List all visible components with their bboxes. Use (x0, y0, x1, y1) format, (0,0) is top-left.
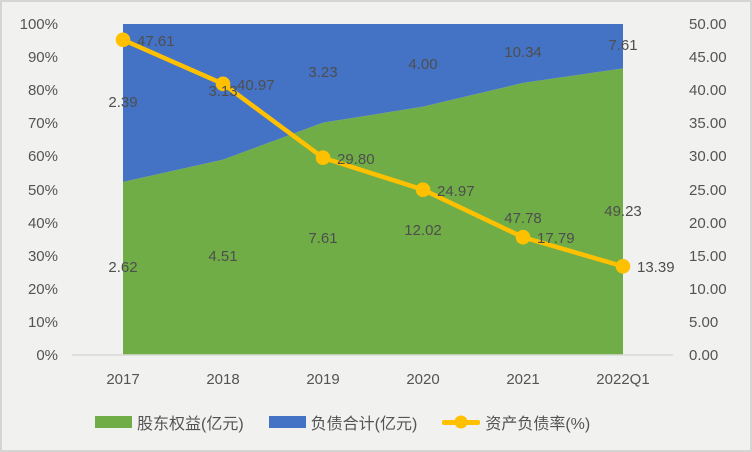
data-label-equity: 4.51 (208, 248, 238, 266)
y-axis-right-tick-label: 0.00 (689, 347, 719, 364)
legend-item-equity: 股东权益(亿元) (95, 410, 244, 434)
y-axis-left-tick-label: 90% (27, 49, 58, 67)
ratio-line (120, 37, 626, 269)
data-label-liability: 3.13 (208, 82, 238, 100)
y-axis-left-tick-label: 30% (27, 247, 58, 265)
x-axis-tick-label: 2020 (406, 371, 440, 388)
y-axis-left-tick-label: 50% (27, 181, 58, 199)
x-axis-tick-label: 2017 (106, 371, 140, 388)
ratio-line-marker (315, 150, 331, 166)
y-axis-right-tick-label: 50.00 (689, 16, 727, 33)
legend-item-ratio: 资产负债率(%) (442, 410, 590, 434)
ratio-line-marker (515, 229, 531, 245)
legend-label-ratio: 资产负债率(%) (485, 416, 591, 433)
data-label-ratio: 29.80 (337, 150, 375, 168)
data-label-ratio: 40.97 (237, 76, 275, 94)
legend-label-liability: 负债合计(亿元) (310, 416, 418, 433)
y-axis-left-tick-label: 20% (27, 280, 58, 298)
y-axis-right-tick-label: 40.00 (689, 82, 727, 100)
data-label-liability: 10.34 (504, 44, 542, 62)
y-axis-left-tick-label: 70% (27, 115, 58, 133)
data-label-ratio: 17.79 (537, 230, 575, 248)
y-axis-right-tick-label: 35.00 (689, 115, 727, 133)
equity-swatch-icon (95, 416, 132, 428)
liability-swatch-icon (268, 416, 306, 428)
ratio-line-swatch-icon (442, 414, 481, 430)
y-axis-left-tick-label: 60% (27, 148, 58, 166)
ratio-line-marker (415, 182, 431, 197)
y-axis-right-tick-label: 15.00 (689, 247, 727, 265)
y-axis-left-tick-label: 40% (27, 214, 58, 232)
data-label-ratio: 13.39 (637, 259, 675, 277)
data-label-equity: 2.62 (108, 259, 138, 277)
data-label-ratio: 24.97 (437, 182, 475, 200)
y-axis-left-tick-label: 0% (36, 347, 58, 364)
y-axis-left-tick-label: 80% (27, 82, 58, 100)
x-axis-tick-label: 2021 (506, 371, 540, 388)
y-axis-left-tick-label: 100% (19, 16, 58, 33)
y-axis-right-tick-label: 10.00 (689, 280, 727, 298)
data-label-liability: 2.39 (108, 93, 138, 111)
y-axis-left-tick-label: 10% (27, 313, 58, 331)
y-axis-right-tick-label: 25.00 (689, 181, 727, 199)
data-label-equity: 47.78 (504, 209, 542, 227)
ratio-line-marker (615, 259, 631, 274)
data-label-equity: 49.23 (604, 202, 642, 220)
legend: 股东权益(亿元) 负债合计(亿元) 资产负债率(%) (95, 410, 590, 434)
data-label-liability: 3.23 (308, 64, 338, 82)
ratio-line-marker (215, 76, 231, 92)
data-label-ratio: 47.61 (137, 32, 175, 50)
area-equity (123, 68, 623, 355)
data-label-liability: 7.61 (608, 37, 638, 55)
data-label-equity: 7.61 (308, 229, 338, 247)
area-liability (123, 24, 623, 182)
x-axis-tick-label: 2022Q1 (596, 371, 650, 388)
x-axis-tick-label: 2018 (206, 371, 240, 388)
y-axis-right-tick-label: 5.00 (689, 313, 719, 331)
data-label-liability: 4.00 (408, 56, 438, 74)
legend-label-equity: 股东权益(亿元) (137, 416, 244, 433)
y-axis-right-tick-label: 45.00 (689, 49, 727, 67)
x-axis-tick-label: 2019 (306, 371, 340, 388)
data-label-equity: 12.02 (404, 221, 442, 239)
y-axis-right-tick-label: 20.00 (689, 214, 727, 232)
ratio-line-marker (115, 32, 131, 48)
y-axis-right-tick-label: 30.00 (689, 148, 727, 166)
legend-item-liability: 负债合计(亿元) (268, 410, 418, 434)
